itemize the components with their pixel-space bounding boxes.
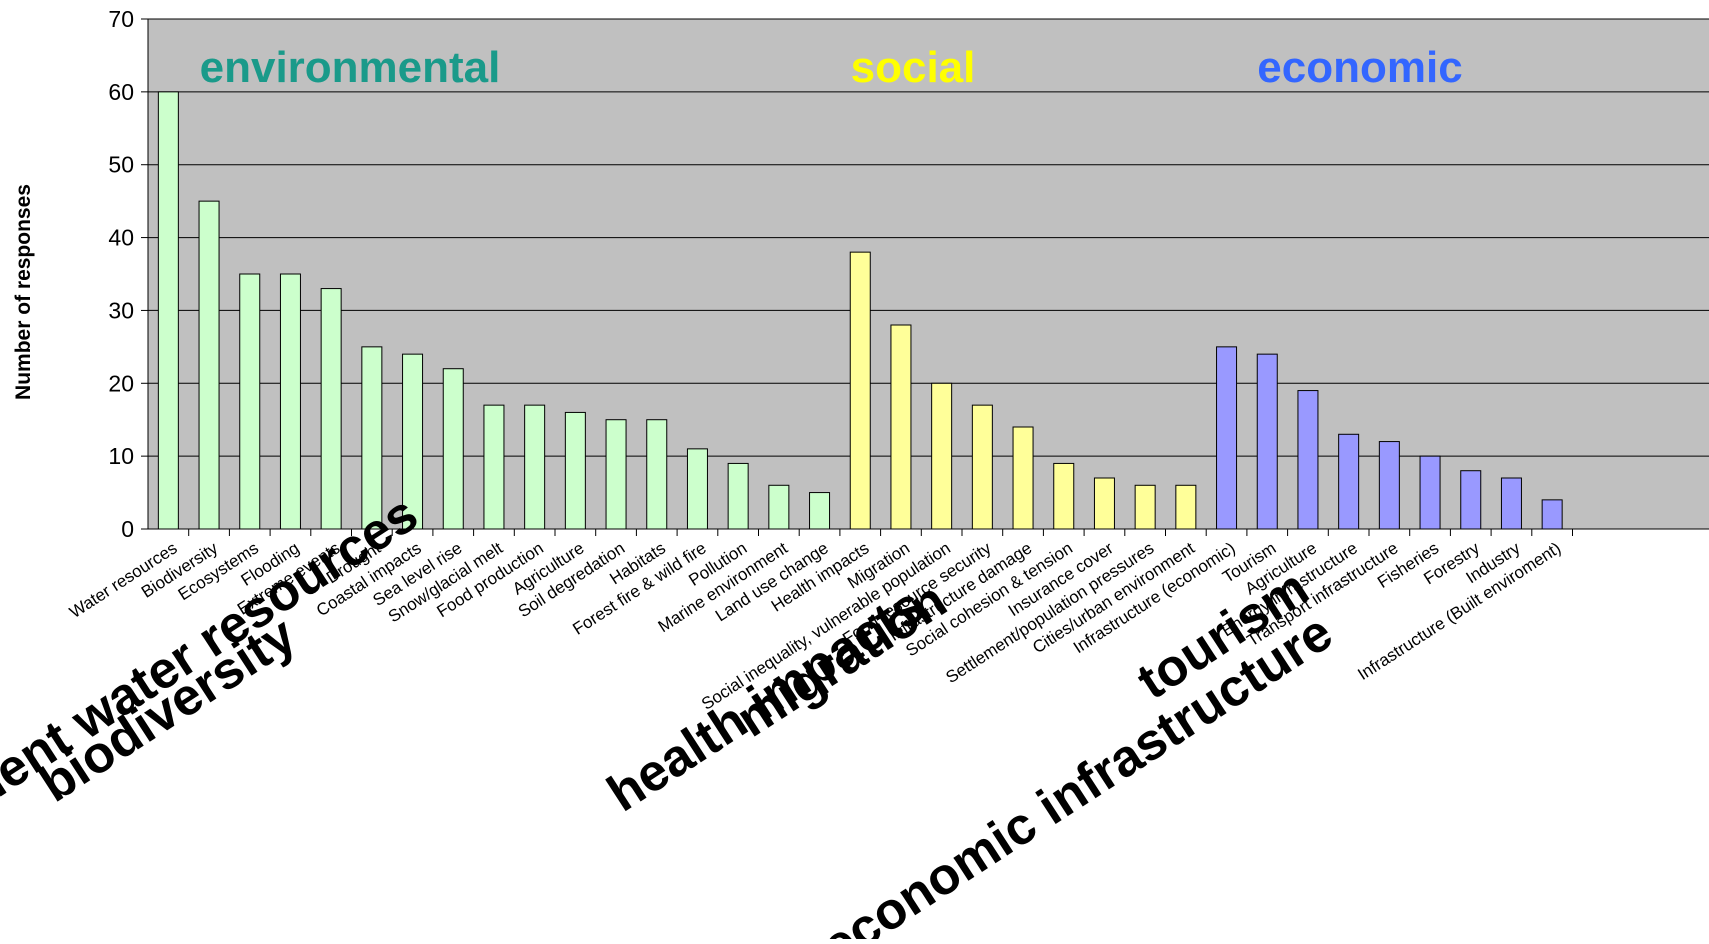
y-tick-label: 40 (108, 225, 134, 251)
bar (931, 382, 953, 530)
bar (971, 404, 993, 530)
bar (890, 324, 912, 530)
bar (605, 419, 627, 530)
bar (157, 91, 179, 530)
group-label: environmental (200, 43, 501, 92)
bar (1419, 455, 1441, 530)
bar (686, 448, 708, 530)
bar (524, 404, 546, 530)
bar (1338, 433, 1360, 530)
bar (442, 368, 464, 530)
y-tick-label: 0 (121, 516, 134, 542)
bar (849, 251, 871, 530)
bar (320, 288, 342, 530)
group-label: economic (1257, 43, 1462, 92)
bar (1256, 353, 1278, 530)
y-tick-label: 20 (108, 370, 134, 396)
y-tick-label: 30 (108, 297, 134, 323)
y-tick-label: 10 (108, 443, 134, 469)
y-tick-label: 50 (108, 152, 134, 178)
bar (1378, 441, 1400, 530)
y-axis-title: Number of responses (12, 184, 35, 400)
bar (1093, 477, 1115, 530)
bar (239, 273, 261, 530)
bar (483, 404, 505, 530)
bar (1053, 462, 1075, 530)
y-tick-label: 60 (108, 79, 134, 105)
bar (768, 484, 790, 530)
bar (361, 346, 383, 530)
group-label: social (851, 43, 976, 92)
bar (279, 273, 301, 530)
bar (1134, 484, 1156, 530)
bar (1541, 499, 1563, 530)
bar (646, 419, 668, 530)
bar (809, 492, 831, 530)
bar (1012, 426, 1034, 530)
bar (1500, 477, 1522, 530)
bar (727, 462, 749, 530)
bar (1297, 390, 1319, 530)
bar (1460, 470, 1482, 530)
bar (402, 353, 424, 530)
bar (564, 411, 586, 530)
bar (198, 200, 220, 530)
y-tick-label: 70 (108, 6, 134, 32)
bar (1175, 484, 1197, 530)
bar (1216, 346, 1238, 530)
